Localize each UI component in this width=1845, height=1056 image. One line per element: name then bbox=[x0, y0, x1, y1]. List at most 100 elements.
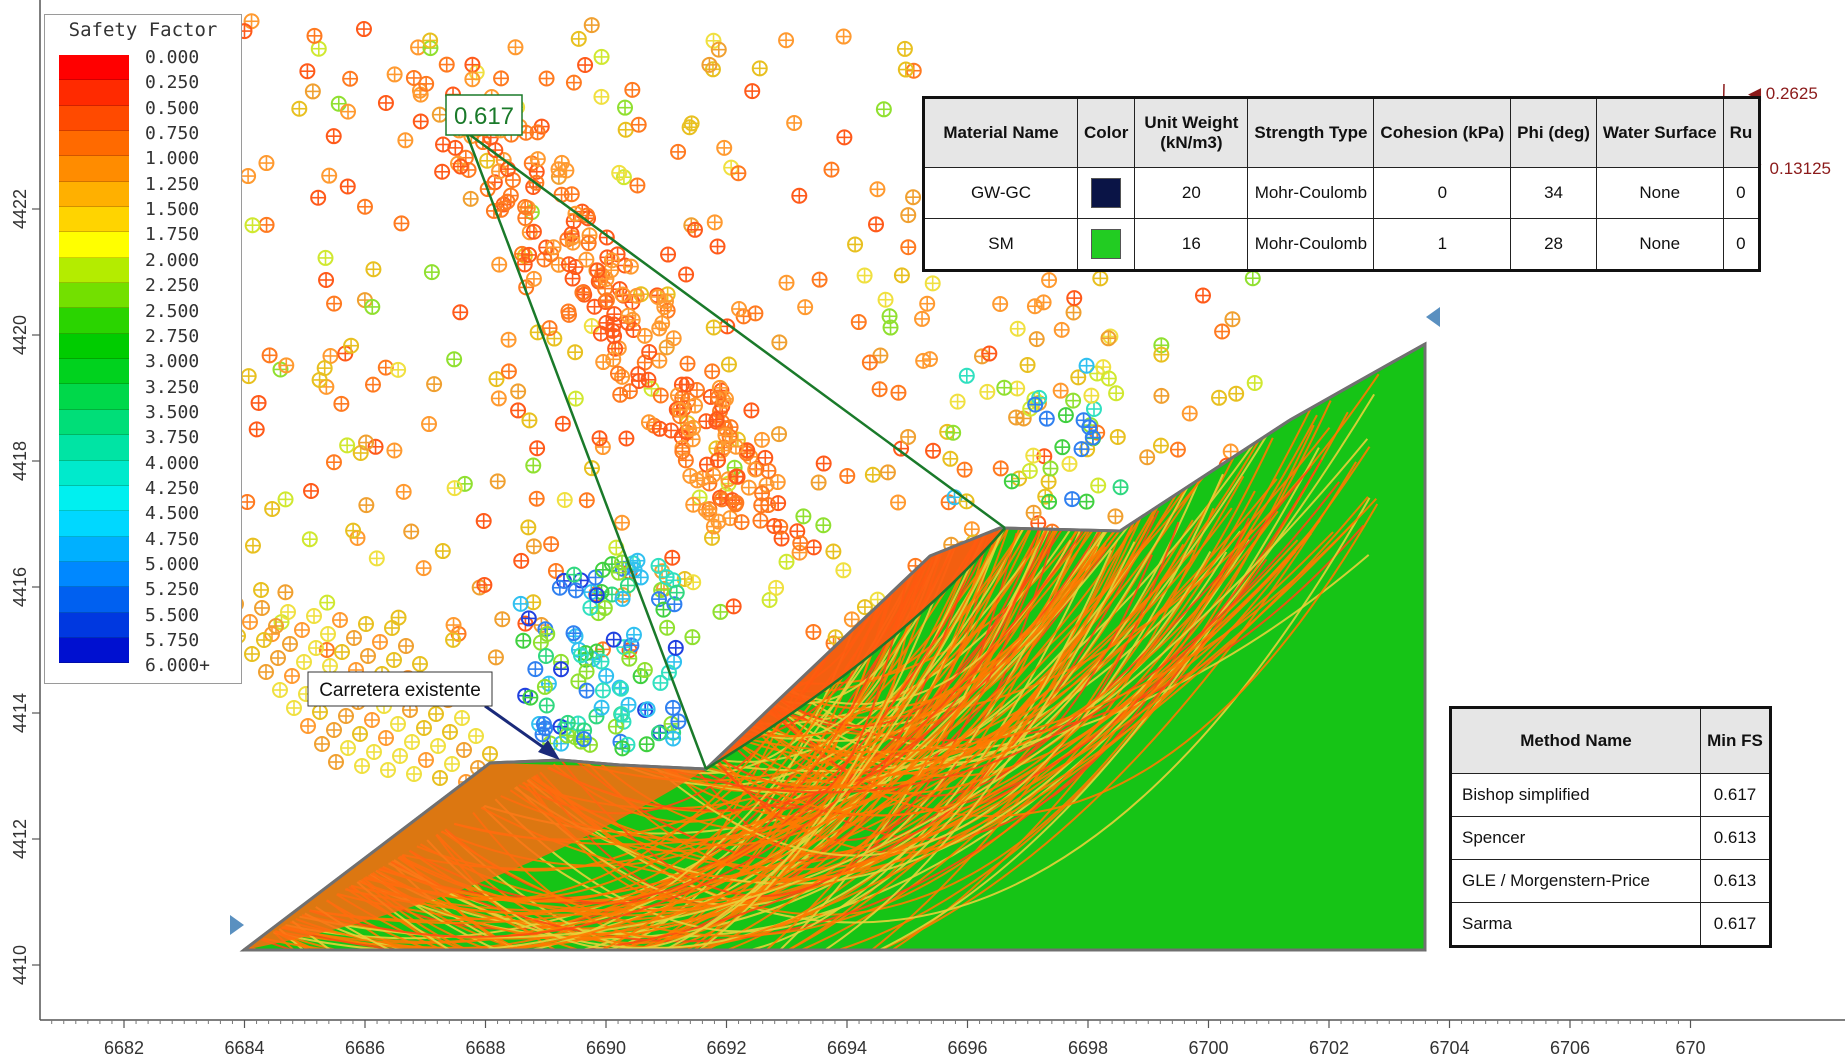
slip-center-marker bbox=[1041, 493, 1058, 510]
slip-center-marker bbox=[728, 468, 745, 485]
slip-center-marker bbox=[398, 638, 414, 654]
slip-center-marker bbox=[431, 106, 448, 123]
slip-center-marker bbox=[1028, 331, 1045, 348]
critical-slip-surface bbox=[464, 130, 1006, 771]
critical-fs-value: 0.617 bbox=[454, 103, 514, 130]
legend-label: 3.750 bbox=[145, 427, 200, 449]
material-unit_weight: 20 bbox=[1134, 167, 1249, 219]
slip-center-marker bbox=[551, 579, 568, 596]
material-color-swatch bbox=[1091, 229, 1122, 259]
legend-swatch bbox=[59, 637, 129, 664]
slip-center-marker bbox=[1040, 473, 1057, 490]
slip-center-marker bbox=[1026, 298, 1043, 315]
slip-center-marker bbox=[502, 187, 519, 204]
slip-center-marker bbox=[574, 284, 591, 301]
slip-center-marker bbox=[905, 189, 922, 206]
slip-center-marker bbox=[372, 634, 388, 650]
slip-center-marker bbox=[404, 734, 420, 750]
slip-center-marker bbox=[462, 190, 479, 207]
slip-center-marker bbox=[240, 168, 257, 185]
slip-center-marker bbox=[386, 442, 403, 459]
left-boundary-marker-icon bbox=[230, 915, 244, 935]
slip-center-marker bbox=[900, 239, 917, 256]
legend-label: 5.750 bbox=[145, 630, 200, 652]
materials-header: Material Name bbox=[923, 97, 1078, 168]
slip-center-marker bbox=[445, 631, 462, 648]
slip-center-marker bbox=[649, 288, 666, 305]
slip-center-marker bbox=[475, 512, 492, 529]
methods-table: Method Name Min FS Bishop simplified 0.617… bbox=[1449, 706, 1772, 948]
slip-center-marker bbox=[925, 442, 942, 459]
slip-center-marker bbox=[1092, 270, 1109, 287]
slip-center-marker bbox=[345, 522, 362, 539]
slip-center-marker bbox=[377, 94, 394, 111]
slip-center-marker bbox=[428, 706, 444, 722]
slip-center-marker bbox=[520, 519, 537, 536]
slip-center-marker bbox=[667, 639, 684, 656]
slip-center-marker bbox=[438, 56, 455, 73]
slip-center-marker bbox=[704, 363, 721, 380]
slip-center-marker bbox=[244, 537, 261, 554]
slip-center-marker bbox=[684, 629, 701, 646]
materials-header: Water Surface bbox=[1595, 97, 1724, 168]
slip-center-marker bbox=[771, 334, 788, 351]
slip-center-marker bbox=[432, 770, 448, 786]
slip-center-marker bbox=[319, 594, 336, 611]
slip-center-marker bbox=[258, 664, 274, 680]
legend-label: 2.500 bbox=[145, 300, 200, 322]
legend-swatch bbox=[59, 409, 129, 436]
methods-row: Spencer 0.613 bbox=[1450, 816, 1771, 860]
slip-center-marker bbox=[416, 720, 432, 736]
slip-center-marker bbox=[358, 497, 375, 514]
slip-center-marker bbox=[761, 592, 778, 609]
slip-center-marker bbox=[423, 264, 440, 281]
slip-center-marker bbox=[384, 620, 400, 636]
slip-center-marker bbox=[545, 239, 562, 256]
slip-center-marker bbox=[314, 736, 330, 752]
slip-center-marker bbox=[559, 714, 576, 731]
slip-center-marker bbox=[629, 552, 646, 569]
legend-label: 1.500 bbox=[145, 199, 200, 221]
slip-center-marker bbox=[1083, 387, 1100, 404]
y-tick-label: 4410 bbox=[10, 945, 30, 985]
slip-center-marker bbox=[710, 389, 727, 406]
x-tick-label: 6692 bbox=[706, 1038, 746, 1056]
slip-center-marker bbox=[354, 758, 370, 774]
slip-center-marker bbox=[856, 599, 873, 616]
slip-center-marker bbox=[682, 467, 699, 484]
slip-center-marker bbox=[565, 625, 582, 642]
slip-center-marker bbox=[1009, 320, 1026, 337]
legend-label: 2.000 bbox=[145, 249, 200, 271]
slip-center-marker bbox=[306, 608, 322, 624]
slip-center-marker bbox=[805, 539, 822, 556]
methods-header: Min FS bbox=[1700, 707, 1771, 774]
legend-swatch bbox=[59, 384, 129, 410]
slip-center-marker bbox=[617, 99, 634, 116]
method-name: GLE / Morgenstern-Price bbox=[1450, 859, 1701, 903]
slip-center-marker bbox=[658, 339, 675, 356]
slip-center-marker bbox=[488, 371, 505, 388]
slip-center-marker bbox=[1025, 447, 1042, 464]
slip-center-marker bbox=[346, 630, 362, 646]
slip-center-marker bbox=[1244, 270, 1261, 287]
slip-center-marker bbox=[510, 383, 527, 400]
slope-body bbox=[239, 341, 1427, 952]
material-name: SM bbox=[923, 218, 1078, 271]
slip-center-marker bbox=[447, 139, 464, 156]
slip-center-marker bbox=[603, 252, 620, 269]
slip-center-marker bbox=[334, 644, 350, 660]
slip-center-marker bbox=[326, 295, 343, 312]
slip-center-marker bbox=[321, 167, 338, 184]
slip-center-marker bbox=[563, 186, 580, 203]
slip-center-marker bbox=[567, 390, 584, 407]
slip-center-marker bbox=[666, 596, 683, 613]
slip-center-marker bbox=[539, 625, 556, 642]
slip-center-marker bbox=[850, 314, 867, 331]
materials-header: Ru bbox=[1722, 97, 1761, 168]
legend-label: 4.750 bbox=[145, 528, 200, 550]
slip-center-marker bbox=[624, 81, 641, 98]
slip-center-marker bbox=[277, 584, 294, 601]
slip-center-marker bbox=[258, 155, 275, 172]
slip-center-marker bbox=[390, 609, 407, 626]
slip-center-marker bbox=[418, 752, 434, 768]
